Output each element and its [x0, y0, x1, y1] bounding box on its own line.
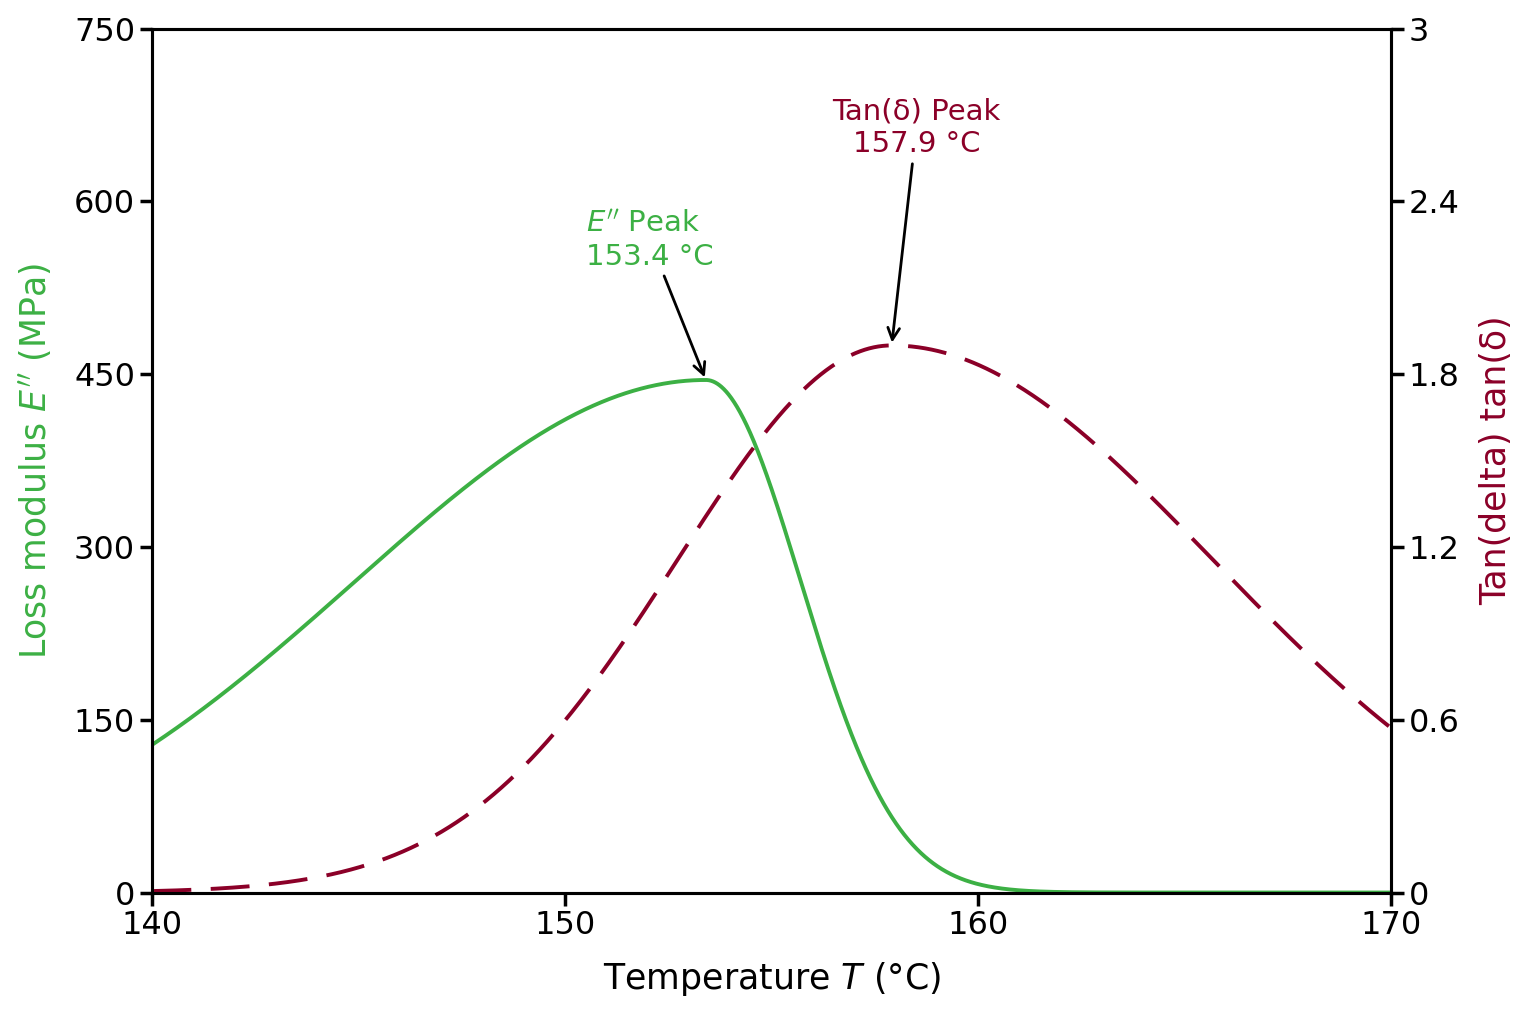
Text: $E''$ Peak
153.4 °C: $E''$ Peak 153.4 °C	[586, 210, 713, 375]
Text: Tan(δ) Peak
157.9 °C: Tan(δ) Peak 157.9 °C	[832, 97, 1001, 340]
Y-axis label: Loss modulus $E''$ (MPa): Loss modulus $E''$ (MPa)	[17, 263, 55, 659]
Y-axis label: Tan(delta) tan(δ): Tan(delta) tan(δ)	[1480, 316, 1513, 605]
X-axis label: Temperature $T$ (°C): Temperature $T$ (°C)	[603, 960, 941, 999]
